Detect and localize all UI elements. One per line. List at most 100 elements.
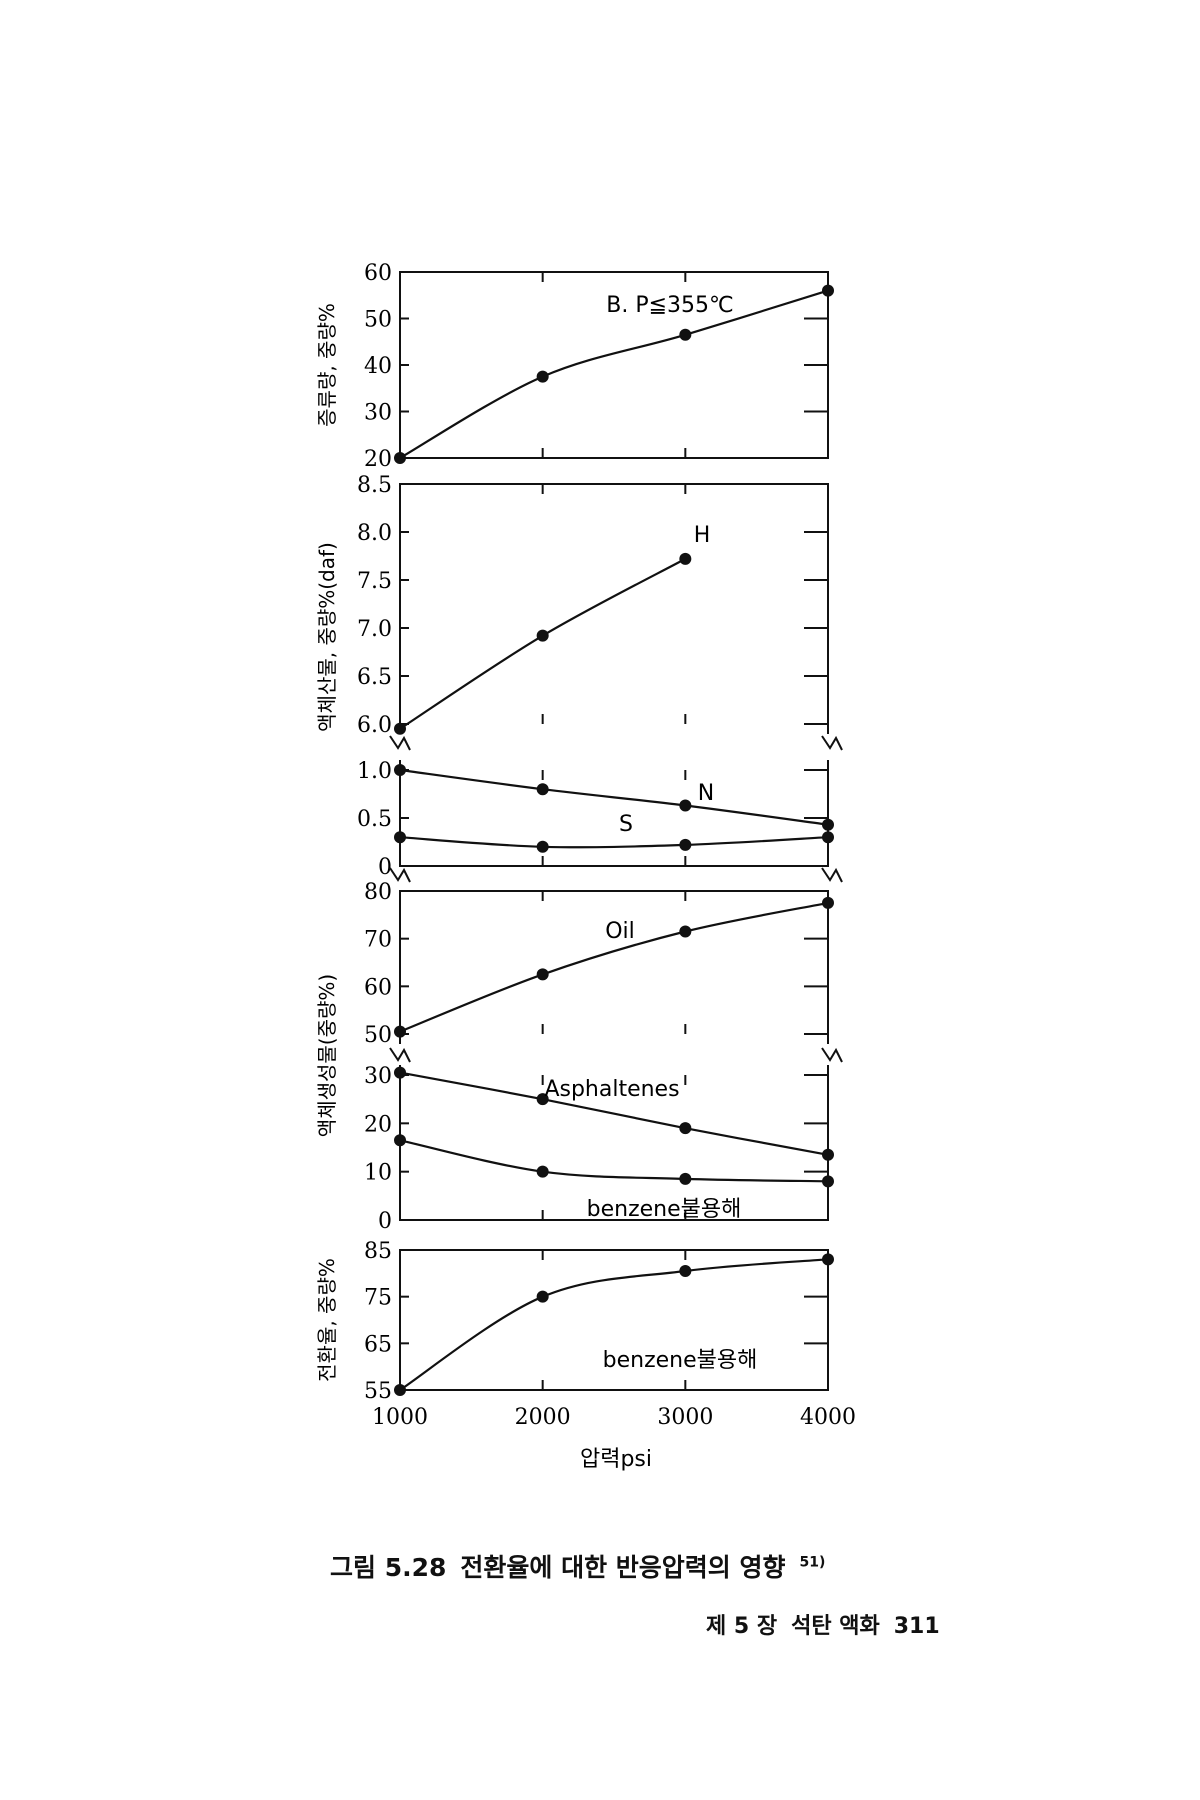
data-point (822, 1148, 834, 1161)
axis-break-mark (821, 1047, 843, 1063)
series-label: H (694, 523, 711, 548)
series-line (399, 289, 829, 459)
series-line (399, 901, 829, 1033)
series-line (399, 768, 829, 826)
x-tick-label: 2000 (515, 1405, 571, 1430)
y-tick-label: 50 (364, 1023, 392, 1048)
y-tick-label: 40 (364, 354, 392, 379)
y-axis-title: 액체산물, 중량%(daf) (315, 542, 339, 732)
chart-panel-3: 0 0.5 1.0 N S (357, 759, 834, 880)
data-point (679, 1122, 692, 1135)
chart-panel-5: 0 10 20 30 Asphaltenes benzene불용해 (364, 1064, 834, 1234)
data-point (536, 1093, 549, 1106)
axis-break-mark (821, 735, 843, 751)
data-point (822, 818, 834, 831)
data-point (822, 1253, 834, 1266)
data-point (394, 831, 406, 844)
page-footer: 제 5 장 석탄 액화 311 (706, 1608, 954, 1640)
series-label: N (698, 781, 714, 806)
y-tick-label: 0.5 (357, 807, 392, 832)
y-tick-label: 0 (378, 1209, 392, 1234)
data-point (394, 452, 406, 464)
data-point (822, 1175, 834, 1188)
page-number: 311 (893, 1614, 940, 1639)
y-tick-label: 75 (364, 1286, 392, 1311)
axis-break-mark (389, 1047, 411, 1063)
data-point (679, 1172, 692, 1185)
y-tick-label: 60 (364, 975, 392, 1000)
data-point (394, 1134, 406, 1147)
data-point (536, 1165, 549, 1178)
data-point (679, 552, 692, 565)
series-label: Asphaltenes (544, 1077, 679, 1102)
x-tick-label: 4000 (800, 1405, 856, 1430)
footer-title: 석탄 액화 (791, 1614, 880, 1639)
series-label: B. P≦355℃ (606, 293, 733, 318)
series-line (399, 836, 829, 849)
plot-frame (399, 483, 829, 734)
data-point (394, 1384, 406, 1396)
y-tick-label: 30 (364, 1064, 392, 1089)
data-point (679, 1265, 692, 1277)
y-tick-label: 85 (364, 1239, 392, 1264)
y-tick-label: 7.0 (357, 617, 392, 642)
y-tick-label: 0 (378, 855, 392, 880)
data-point (822, 831, 834, 844)
axis-break-mark (821, 867, 843, 883)
series-label: benzene불용해 (587, 1197, 742, 1222)
y-tick-label: 65 (364, 1332, 392, 1357)
data-point (536, 968, 549, 981)
y-tick-label: 55 (364, 1379, 392, 1404)
data-point (536, 783, 549, 796)
y-tick-label: 1.0 (357, 759, 392, 784)
figure-caption: 그림 5.28 전환율에 대한 반응압력의 영향 51) (330, 1548, 825, 1584)
series-line (399, 557, 686, 730)
y-tick-label: 30 (364, 401, 392, 426)
data-point (679, 328, 692, 341)
axis-break-mark (389, 867, 411, 883)
plot-frame (399, 1249, 829, 1391)
y-axis-title: 전환율, 중량% (315, 1258, 339, 1382)
series-line (399, 1071, 829, 1156)
y-axis-title: 액체생성물(중량%) (315, 974, 339, 1137)
chart-panel-4: 50 60 70 80 Oil 액체생성물(중량%) (315, 880, 834, 1137)
y-tick-label: 6.5 (357, 665, 392, 690)
data-point (679, 799, 692, 812)
y-tick-label: 70 (364, 928, 392, 953)
caption-ref: 51) (799, 1554, 826, 1571)
y-tick-label: 20 (364, 1112, 392, 1137)
data-point (822, 896, 834, 909)
chart-panel-6: 55 65 75 85 benzene불용해 전환율, 중량% 1000 2000 3000 40… (315, 1239, 856, 1472)
y-tick-label: 20 (364, 447, 392, 472)
data-point (679, 838, 692, 851)
footer-chapter: 제 5 장 (706, 1614, 778, 1639)
series-label: Oil (605, 919, 635, 944)
chart-panel-1: 20 30 40 50 60 B. P≦355℃ 증류량, 중량% (315, 261, 834, 472)
chart-panel-2: 6.0 6.5 7.0 7.5 8.0 8.5 H 액체산물, 중량%(daf) (315, 473, 829, 738)
y-tick-label: 10 (364, 1161, 392, 1186)
y-tick-label: 8.5 (357, 473, 392, 498)
y-axis-title: 증류량, 중량% (315, 303, 339, 427)
plot-frame (399, 890, 829, 1044)
caption-text: 전환율에 대한 반응압력의 영향 (460, 1553, 786, 1582)
plot-frame (399, 760, 829, 867)
data-point (822, 284, 834, 297)
y-tick-label: 6.0 (357, 713, 392, 738)
data-point (394, 1066, 406, 1079)
data-point (536, 1290, 549, 1303)
data-point (536, 370, 549, 383)
y-tick-label: 8.0 (357, 521, 392, 546)
y-tick-label: 80 (364, 880, 392, 905)
series-line (399, 1139, 829, 1183)
pressure-effect-figure: 20 30 40 50 60 B. P≦355℃ 증류량, 중량% 6.0 6.5 7.0 7.5 8… (315, 261, 856, 1472)
x-axis-title: 압력psi (580, 1447, 652, 1472)
data-point (394, 1025, 406, 1038)
data-point (394, 764, 406, 776)
x-tick-label: 1000 (372, 1405, 428, 1430)
axis-break-mark (389, 735, 411, 751)
data-point (536, 840, 549, 853)
series-label: benzene불용해 (603, 1348, 758, 1373)
series-label: S (619, 812, 633, 837)
data-point (536, 629, 549, 642)
data-point (679, 925, 692, 938)
